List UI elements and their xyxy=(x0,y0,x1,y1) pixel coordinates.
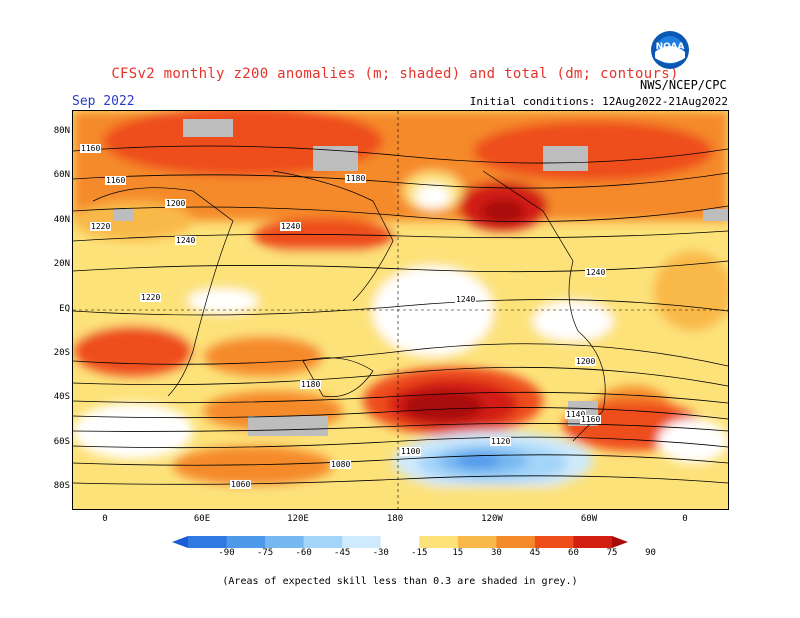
contour-value-label: 1200 xyxy=(165,199,187,208)
lon-label-60e: 60E xyxy=(193,514,211,524)
colorbar-tick-label: -90 xyxy=(218,548,235,558)
colorbar-tick-label: 90 xyxy=(645,548,656,558)
colorbar-swatch xyxy=(342,536,382,548)
colorbar-tick-label: 30 xyxy=(490,548,502,558)
initial-conditions: Initial conditions: 12Aug2022-21Aug2022 xyxy=(469,95,728,108)
lat-label-20n: 20N xyxy=(53,259,70,269)
height-contours xyxy=(73,145,728,485)
agency-label: NWS/NCEP/CPC xyxy=(640,78,727,92)
colorbar-tick-label: -15 xyxy=(411,548,428,558)
reference-lines xyxy=(73,111,728,509)
contour-value-label: 1240 xyxy=(455,295,477,304)
colorbar-tick-label: 45 xyxy=(529,548,541,558)
contour-value-label: 1060 xyxy=(230,480,252,489)
colorbar-swatch xyxy=(496,536,536,548)
colorbar-swatch xyxy=(419,536,459,548)
map-title: CFSv2 monthly z200 anomalies (m; shaded)… xyxy=(111,66,679,82)
colorbar-swatch xyxy=(303,536,343,548)
colorbar-tick-label: -30 xyxy=(372,548,389,558)
colorbar xyxy=(172,536,628,548)
contour-value-label: 1180 xyxy=(300,380,322,389)
colorbar-swatch xyxy=(534,536,574,548)
colorbar-tick-label: -45 xyxy=(334,548,351,558)
colorbar-tick-label: -60 xyxy=(295,548,312,558)
lat-label-eq: EQ xyxy=(59,304,70,314)
colorbar-swatch xyxy=(226,536,266,548)
contour-value-label: 1080 xyxy=(330,460,352,469)
lat-label-40n: 40N xyxy=(53,215,70,225)
colorbar-swatch xyxy=(172,536,188,548)
contour-value-label: 1220 xyxy=(90,222,112,231)
contour-value-label: 1120 xyxy=(490,437,512,446)
contour-value-label: 1180 xyxy=(345,174,367,183)
colorbar-swatch xyxy=(612,536,628,548)
anomaly-map xyxy=(72,110,729,510)
colorbar-tick-label: 60 xyxy=(568,548,579,558)
lat-label-80s: 80S xyxy=(53,481,70,491)
skill-footnote: (Areas of expected skill less than 0.3 a… xyxy=(222,576,578,587)
colorbar-tick-label: 75 xyxy=(606,548,618,558)
colorbar-tick-label: -75 xyxy=(256,548,274,558)
contour-value-label: 1240 xyxy=(280,222,302,231)
lon-label-0-right: 0 xyxy=(682,514,688,524)
colorbar-swatch xyxy=(457,536,497,548)
noaa-logo-text: NOAA xyxy=(656,42,685,52)
contour-value-label: 1200 xyxy=(575,357,597,366)
colorbar-swatch xyxy=(265,536,305,548)
contour-value-label: 1160 xyxy=(80,144,102,153)
lat-label-60n: 60N xyxy=(53,170,70,180)
coastlines xyxy=(92,170,606,442)
colorbar-tick-label: 15 xyxy=(452,548,464,558)
contour-value-label: 1160 xyxy=(105,176,127,185)
low-skill-areas xyxy=(113,119,728,436)
lon-label-120e: 120E xyxy=(287,514,309,524)
contour-value-label: 1100 xyxy=(400,447,422,456)
noaa-logo: NOAA xyxy=(651,31,689,69)
lon-label-120w: 120W xyxy=(481,514,503,524)
contour-value-label: 1240 xyxy=(175,236,197,245)
contour-value-label: 1220 xyxy=(140,293,162,302)
lon-label-60w: 60W xyxy=(580,514,598,524)
colorbar-swatch xyxy=(188,536,228,548)
colorbar-swatch xyxy=(573,536,613,548)
contour-value-label: 1160 xyxy=(580,415,602,424)
contour-value-label: 1140 xyxy=(565,410,587,419)
anomaly-shading xyxy=(73,111,728,509)
lat-label-80n: 80N xyxy=(53,126,70,136)
map-canvas xyxy=(73,111,728,509)
colorbar-swatch xyxy=(380,536,420,548)
lon-label-180: 180 xyxy=(386,514,404,524)
lat-label-60s: 60S xyxy=(53,437,70,447)
contour-value-label: 1240 xyxy=(585,268,607,277)
lon-label-0: 0 xyxy=(102,514,108,524)
lat-label-20s: 20S xyxy=(53,348,70,358)
forecast-month: Sep 2022 xyxy=(72,94,135,109)
lat-label-40s: 40S xyxy=(53,392,70,402)
